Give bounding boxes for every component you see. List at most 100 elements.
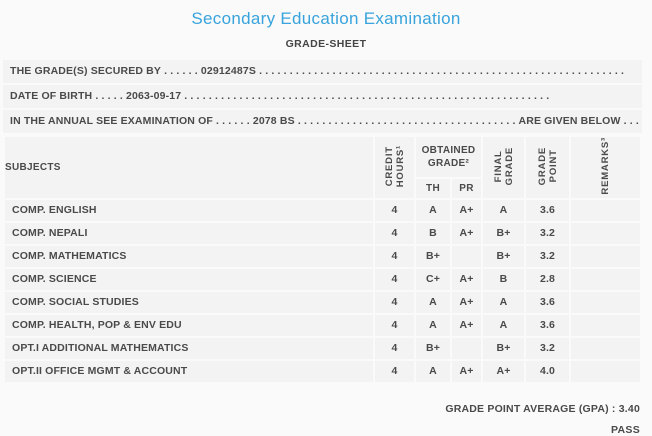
table-row: COMP. ENGLISH 4 A A+ A 3.6 [5, 199, 641, 221]
gpa-summary: GRADE POINT AVERAGE (GPA) : 3.40 [0, 403, 640, 415]
subject-cell: COMP. HEALTH, POP & ENV EDU [5, 314, 373, 336]
credit-hours-vertical-label: CREDIT HOURS¹ [383, 144, 406, 187]
remarks-cell [571, 268, 641, 290]
pr-grade-cell: A+ [452, 314, 482, 336]
grade-point-cell: 3.6 [526, 314, 570, 336]
dot-leader: . . . . . . . . . . . . . . . . . . . . … [181, 90, 550, 102]
th-grade-cell: A [416, 199, 450, 221]
pr-grade-cell: A+ [452, 199, 482, 221]
column-header-th: TH [416, 178, 450, 198]
dot-leader: . . . . . . . . . . . . . . . . . . . . … [294, 115, 519, 127]
final-grade-cell: B+ [483, 222, 525, 244]
column-header-remarks: REMARKS³ [571, 137, 641, 198]
grade-point-cell: 3.2 [526, 337, 570, 359]
column-header-subjects: SUBJECTS [5, 137, 373, 198]
gpa-value: 3.40 [618, 402, 640, 415]
subject-cell: COMP. MATHEMATICS [5, 245, 373, 267]
grade-point-cell: 3.2 [526, 245, 570, 267]
grade-point-cell: 4.0 [526, 360, 570, 382]
obtained-grade-label: OBTAINED GRADE² [421, 144, 476, 169]
final-grade-cell: B+ [483, 337, 525, 359]
th-grade-cell: B+ [416, 245, 450, 267]
dot-leader: . . . . . [92, 90, 126, 102]
table-row: COMP. HEALTH, POP & ENV EDU 4 A A+ A 3.6 [5, 314, 641, 336]
page-subtitle: GRADE-SHEET [285, 38, 367, 50]
credit-cell: 4 [375, 222, 414, 244]
remarks-cell [571, 245, 641, 267]
column-header-pr: PR [452, 178, 482, 198]
subject-cell: OPT.II OFFICE MGMT & ACCOUNT [5, 360, 373, 382]
dot-leader: . . . . . . . . . . . . . . . . . . . . … [256, 65, 625, 77]
table-row: COMP. MATHEMATICS 4 B+ B+ 3.2 [5, 245, 641, 267]
subject-cell: COMP. SCIENCE [5, 268, 373, 290]
grades-table: SUBJECTS CREDIT HOURS¹ OBTAINED GRADE² F… [3, 135, 642, 384]
credit-cell: 4 [375, 314, 414, 336]
credit-cell: 4 [375, 268, 414, 290]
th-grade-cell: A [416, 360, 450, 382]
subject-cell: COMP. SOCIAL STUDIES [5, 291, 373, 313]
table-row: COMP. SCIENCE 4 C+ A+ B 2.8 [5, 268, 641, 290]
column-header-obtained-grade: OBTAINED GRADE² [416, 137, 482, 177]
final-grade-vertical-label: FINAL GRADE [492, 146, 515, 185]
subject-cell: OPT.I ADDITIONAL MATHEMATICS [5, 337, 373, 359]
credit-cell: 4 [375, 337, 414, 359]
dot-leader: . . . [620, 115, 642, 127]
info-line-date-of-birth: DATE OF BIRTH . . . . . 2063-09-17 . . .… [3, 85, 642, 108]
pr-grade-cell: A+ [452, 291, 482, 313]
final-grade-cell: A [483, 314, 525, 336]
subject-cell: COMP. ENGLISH [5, 199, 373, 221]
info-line-symbol-number: THE GRADE(S) SECURED BY . . . . . . 0291… [3, 60, 642, 83]
table-row: OPT.II OFFICE MGMT & ACCOUNT 4 A A+ A+ 4… [5, 360, 641, 382]
final-grade-cell: B [483, 268, 525, 290]
page-title: Secondary Education Examination [191, 9, 461, 28]
pr-grade-cell: A+ [452, 268, 482, 290]
pr-grade-cell [452, 337, 482, 359]
grade-point-cell: 3.6 [526, 291, 570, 313]
credit-cell: 4 [375, 360, 414, 382]
column-header-credit-hours: CREDIT HOURS¹ [375, 137, 414, 198]
credit-cell: 4 [375, 199, 414, 221]
symbol-number-value: 02912487S [200, 65, 256, 77]
pr-grade-cell: A+ [452, 222, 482, 244]
grade-point-cell: 2.8 [526, 268, 570, 290]
gpa-label: GRADE POINT AVERAGE (GPA) : [445, 402, 616, 415]
final-grade-cell: A+ [483, 360, 525, 382]
final-grade-cell: A [483, 291, 525, 313]
dot-leader: . . . . . . [212, 115, 253, 127]
pr-grade-cell: A+ [452, 360, 482, 382]
remarks-cell [571, 314, 641, 336]
remarks-cell [571, 337, 641, 359]
date-of-birth-value: 2063-09-17 [126, 90, 182, 102]
th-grade-cell: B+ [416, 337, 450, 359]
exam-year-value: 2078 BS [252, 115, 295, 127]
remarks-cell [571, 291, 641, 313]
th-grade-cell: B [416, 222, 450, 244]
credit-cell: 4 [375, 291, 414, 313]
remarks-cell [571, 222, 641, 244]
subject-cell: COMP. NEPALI [5, 222, 373, 244]
th-grade-cell: A [416, 291, 450, 313]
column-header-grade-point: GRADE POINT [526, 137, 570, 198]
final-grade-cell: B+ [483, 245, 525, 267]
grade-point-vertical-label: GRADE POINT [536, 146, 559, 185]
pr-grade-cell [452, 245, 482, 267]
info-suffix-are-given-below: ARE GIVEN BELOW [518, 115, 621, 127]
candidate-info: THE GRADE(S) SECURED BY . . . . . . 0291… [0, 60, 652, 133]
final-grade-cell: A [483, 199, 525, 221]
remarks-vertical-label: REMARKS³ [600, 137, 612, 195]
table-row: COMP. SOCIAL STUDIES 4 A A+ A 3.6 [5, 291, 641, 313]
info-line-exam-year: IN THE ANNUAL SEE EXAMINATION OF . . . .… [3, 110, 642, 133]
grade-point-cell: 3.6 [526, 199, 570, 221]
table-row: COMP. NEPALI 4 B A+ B+ 3.2 [5, 222, 641, 244]
dot-leader: . . . . . . [161, 65, 201, 77]
info-label-grades-secured-by: THE GRADE(S) SECURED BY [10, 65, 162, 77]
th-grade-cell: C+ [416, 268, 450, 290]
result-status: PASS [610, 423, 640, 436]
remarks-cell [571, 199, 641, 221]
info-label-date-of-birth: DATE OF BIRTH [10, 90, 93, 102]
column-header-final-grade: FINAL GRADE [483, 137, 525, 198]
th-grade-cell: A [416, 314, 450, 336]
table-row: OPT.I ADDITIONAL MATHEMATICS 4 B+ B+ 3.2 [5, 337, 641, 359]
grade-point-cell: 3.2 [526, 222, 570, 244]
